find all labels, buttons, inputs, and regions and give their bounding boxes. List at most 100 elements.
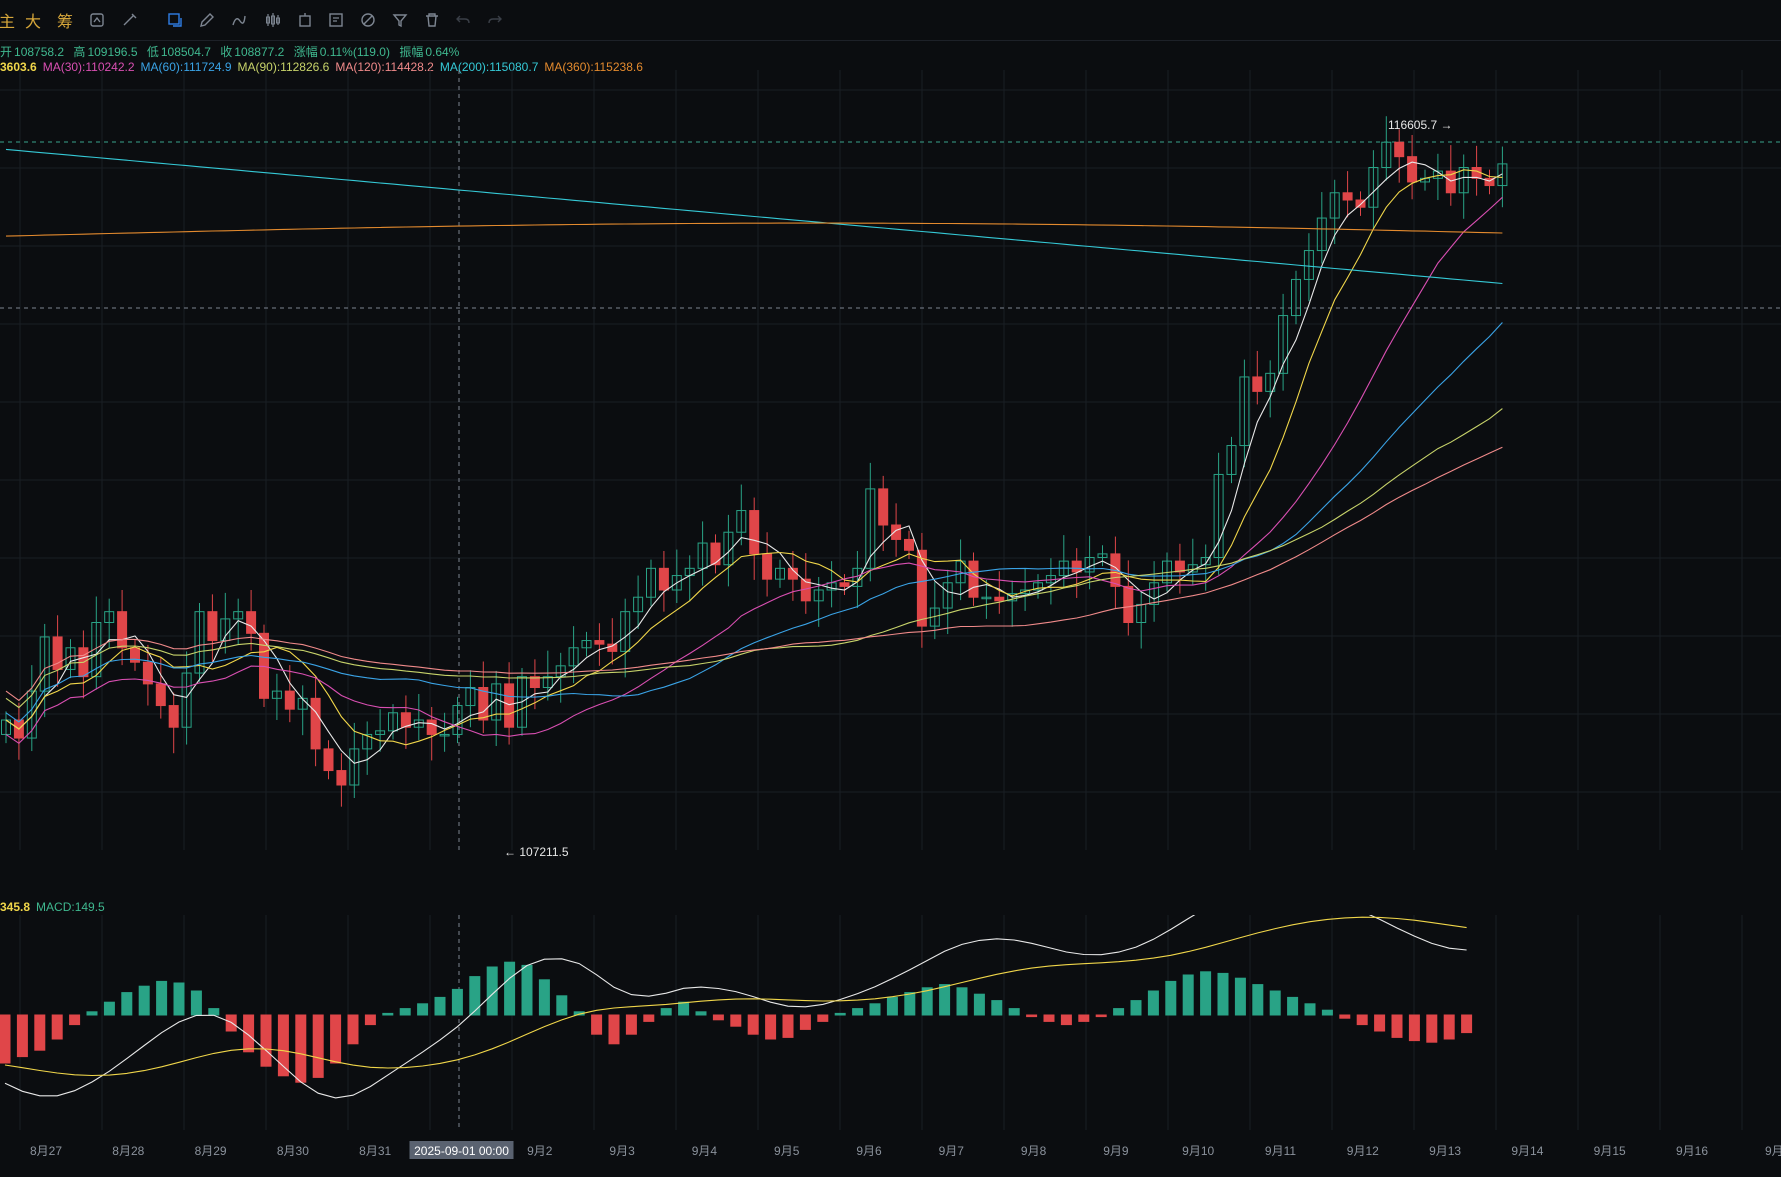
- ma-legend: 3603.6 MA(30):110242.2 MA(60):111724.9 MA(9…: [0, 60, 649, 74]
- macd-bar: [1374, 1014, 1386, 1032]
- pencil-icon[interactable]: [197, 10, 217, 30]
- candle: [478, 661, 489, 733]
- time-axis-label: 9月3: [609, 1144, 635, 1158]
- time-axis-label: 2025-09-01 00:00: [414, 1144, 509, 1158]
- candle: [413, 694, 424, 741]
- measure-icon[interactable]: [358, 10, 378, 30]
- macd-bar: [347, 1014, 359, 1045]
- macd-bar: [869, 1003, 881, 1016]
- ohlc-legend: 开 108758.2 高 109196.5 低 108504.7 收 108877.2 …: [0, 43, 465, 60]
- ma-line: [5, 222, 1503, 237]
- candle: [594, 623, 605, 666]
- macd-bar: [34, 1014, 46, 1051]
- trash-icon[interactable]: [422, 10, 442, 30]
- macd-bar: [1252, 984, 1264, 1016]
- candle: [646, 559, 656, 606]
- macd-chart[interactable]: [0, 915, 1781, 1130]
- low-price-marker: ← 107211.5: [504, 845, 569, 859]
- candle: [426, 707, 437, 761]
- macd-bar: [1130, 1000, 1142, 1016]
- candle: [826, 561, 837, 608]
- macd-bar: [625, 1014, 637, 1035]
- ma-legend-item: MA(60):111724.9: [140, 60, 232, 74]
- macd-bar: [399, 1008, 411, 1016]
- candle: [697, 521, 708, 586]
- chip-tab[interactable]: 筹: [56, 14, 73, 31]
- drawing-toolbar: 主 大 筹: [0, 0, 1781, 41]
- candlestick-chart[interactable]: [0, 70, 1781, 850]
- macd-bar: [417, 1003, 429, 1016]
- candle: [981, 579, 992, 619]
- macd-bar: [173, 982, 185, 1016]
- candle: [658, 551, 669, 612]
- macd-bar: [364, 1014, 376, 1026]
- macd-bar: [469, 976, 481, 1016]
- undo-icon[interactable]: [453, 10, 473, 30]
- macd-bar: [1078, 1014, 1090, 1022]
- period-tab-main[interactable]: 主: [0, 14, 16, 31]
- time-axis-label: 9月15: [1594, 1144, 1626, 1158]
- change-value: 0.11%(119.0): [319, 45, 390, 59]
- macd-bar: [312, 1014, 324, 1078]
- pen-curve-icon[interactable]: [229, 10, 249, 30]
- time-axis-label: 8月31: [359, 1144, 391, 1158]
- candle: [1136, 591, 1147, 649]
- candle: [26, 665, 37, 752]
- low-value: 108504.7: [160, 45, 211, 59]
- macd-bar: [1200, 971, 1212, 1016]
- timer-icon[interactable]: [295, 10, 315, 30]
- candle: [542, 650, 553, 701]
- time-axis-label: 9月12: [1347, 1144, 1379, 1158]
- time-axis-label: 9月4: [692, 1144, 718, 1158]
- candlestick-icon[interactable]: [262, 10, 284, 30]
- replay-icon[interactable]: [87, 10, 107, 30]
- redo-icon[interactable]: [485, 10, 505, 30]
- macd-bar: [1287, 996, 1299, 1016]
- time-axis-label: 9月10: [1182, 1144, 1214, 1158]
- note-icon[interactable]: [326, 10, 346, 30]
- candle: [1007, 580, 1018, 627]
- candle: [181, 651, 192, 745]
- macd-bar: [678, 1001, 690, 1016]
- candle: [323, 740, 334, 780]
- low-label: 低: [146, 45, 159, 59]
- candle: [633, 575, 644, 629]
- close-value: 108877.2: [234, 45, 285, 59]
- candle: [723, 514, 734, 587]
- candle: [1187, 538, 1198, 585]
- macd-legend-item: 345.8: [0, 900, 31, 914]
- ma-legend-item: MA(200):115080.7: [439, 60, 539, 74]
- candle: [942, 569, 953, 635]
- period-tab-big[interactable]: 大: [24, 14, 41, 31]
- filter-icon[interactable]: [390, 10, 410, 30]
- candle: [607, 618, 618, 665]
- candle: [130, 639, 140, 671]
- draw-line-icon[interactable]: [165, 10, 185, 30]
- macd-bar: [69, 1014, 81, 1026]
- time-axis-label: 9月2: [527, 1144, 553, 1158]
- macd-bar: [1339, 1014, 1351, 1019]
- macd-bar: [538, 979, 550, 1016]
- candle: [813, 577, 824, 627]
- change-label: 涨幅: [293, 45, 318, 59]
- candle: [491, 670, 502, 746]
- ma-legend-item: MA(360):115238.6: [544, 60, 643, 74]
- candles: [1, 116, 1508, 807]
- candle: [1394, 129, 1405, 183]
- brush-icon[interactable]: [120, 10, 140, 30]
- candle: [1316, 192, 1327, 264]
- macd-bar: [956, 987, 968, 1016]
- candle: [968, 552, 979, 606]
- candle: [220, 592, 231, 654]
- macd-bar: [834, 1012, 846, 1016]
- candle: [620, 598, 631, 678]
- macd-bar: [1304, 1003, 1316, 1016]
- candle: [271, 673, 282, 720]
- candle: [1174, 543, 1185, 594]
- macd-bar: [103, 1001, 115, 1016]
- macd-bar: [1182, 974, 1194, 1016]
- macd-bar: [330, 1014, 342, 1064]
- macd-bar: [973, 993, 985, 1016]
- candle: [1213, 452, 1224, 575]
